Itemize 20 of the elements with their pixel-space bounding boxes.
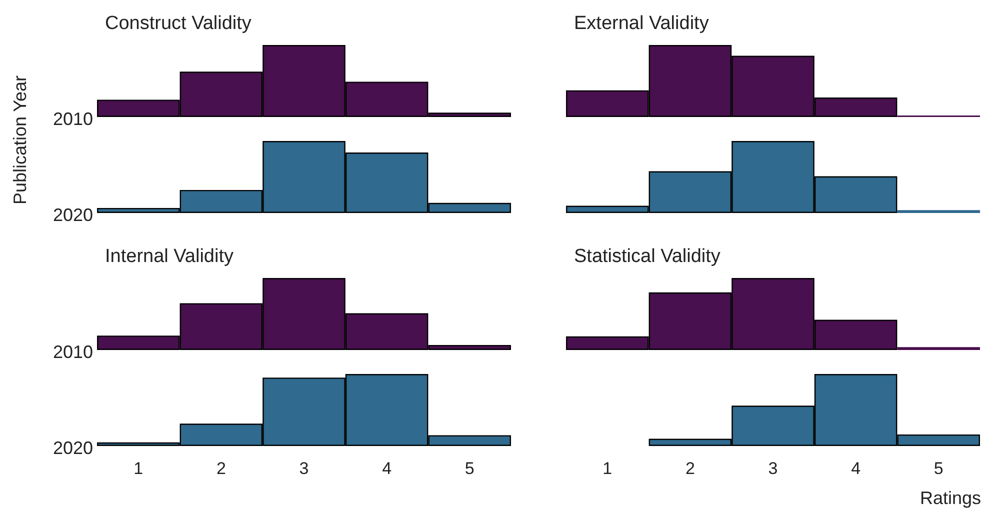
- x-tick-label: 3: [299, 459, 309, 478]
- x-tick-label: 5: [934, 459, 944, 478]
- series-label: 2020: [52, 205, 93, 225]
- chart-title: Construct Validity: [105, 13, 252, 34]
- series-label: 2010: [52, 109, 93, 129]
- chart-title: Statistical Validity: [574, 246, 720, 267]
- x-tick-label: 5: [464, 459, 474, 478]
- series-label: 2020: [52, 438, 93, 458]
- x-axis-title: Ratings: [920, 488, 981, 508]
- x-tick-label: 2: [685, 459, 695, 478]
- x-tick-label: 4: [851, 459, 861, 478]
- x-tick-label: 3: [768, 459, 778, 478]
- x-tick-label: 1: [134, 459, 144, 478]
- x-tick-label: 4: [382, 459, 392, 478]
- x-tick-label: 1: [602, 459, 612, 478]
- series-label: 2010: [52, 342, 93, 362]
- y-axis-title: Publication Year: [10, 75, 30, 205]
- chart-title: Internal Validity: [105, 246, 234, 267]
- x-tick-label: 2: [216, 459, 226, 478]
- chart-title: External Validity: [574, 13, 709, 34]
